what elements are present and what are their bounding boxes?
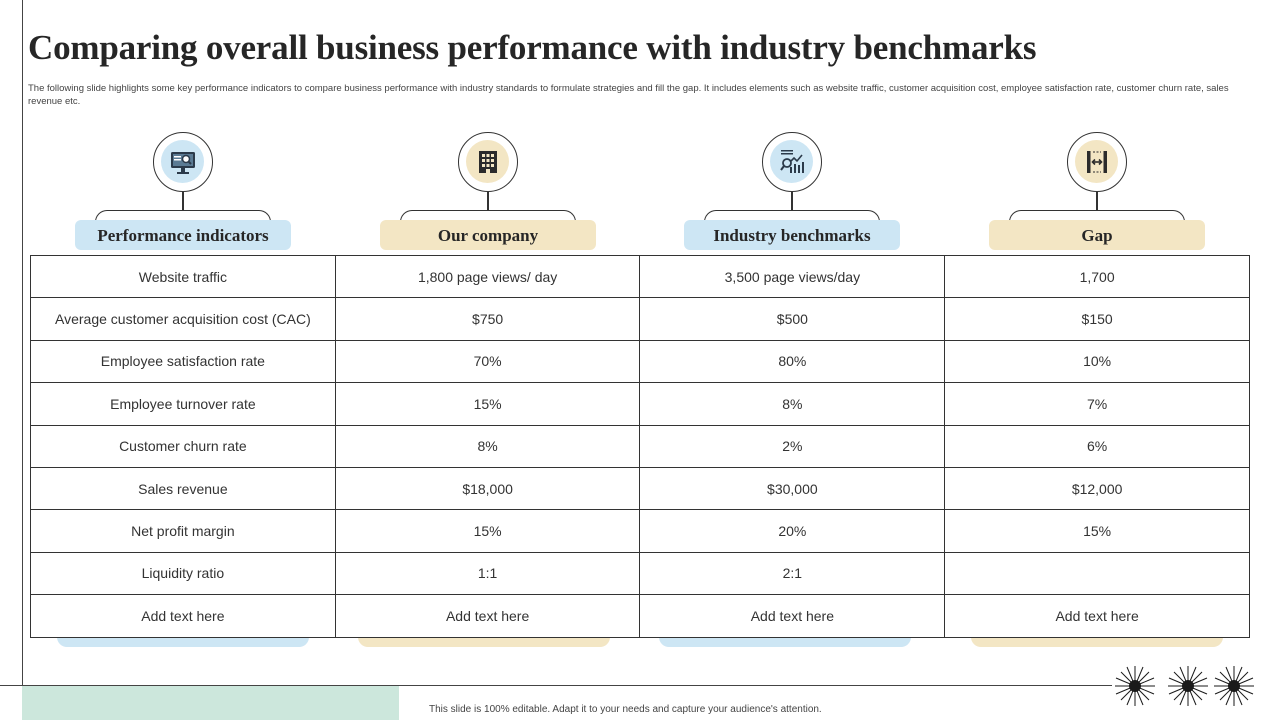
table-row: Customer churn rate 8% 2% 6% — [30, 424, 1250, 468]
column-header-industry-benchmarks: Industry benchmarks — [684, 130, 900, 252]
table-cell: 2% — [639, 424, 946, 468]
table-row: Add text here Add text here Add text her… — [30, 594, 1250, 638]
column-label: Our company — [380, 220, 596, 250]
table-cell-placeholder[interactable]: Add text here — [944, 594, 1250, 638]
table-row: Website traffic 1,800 page views/ day 3,… — [30, 254, 1250, 299]
footer-accent-block — [22, 686, 399, 720]
table-cell — [944, 551, 1250, 596]
footer-divider — [0, 685, 1112, 686]
column-label: Gap — [989, 220, 1205, 250]
table-cell: 7% — [944, 382, 1250, 426]
table-cell: $18,000 — [334, 466, 641, 511]
analytics-chart-icon — [770, 140, 813, 183]
table-cell: Sales revenue — [30, 466, 336, 511]
table-cell: Average customer acquisition cost (CAC) — [30, 297, 336, 341]
table-cell: 70% — [334, 339, 641, 384]
table-row: Employee turnover rate 15% 8% 7% — [30, 382, 1250, 426]
table-cell: $150 — [944, 297, 1250, 341]
table-row: Sales revenue $18,000 $30,000 $12,000 — [30, 466, 1250, 511]
icon-circle — [458, 132, 518, 192]
gap-arrows-icon — [1075, 140, 1118, 183]
connector-line — [1096, 192, 1098, 210]
table-cell: 1,800 page views/ day — [334, 254, 641, 299]
table-cell: 8% — [639, 382, 946, 426]
table-row: Employee satisfaction rate 70% 80% 10% — [30, 339, 1250, 384]
left-divider — [22, 0, 23, 720]
table-cell: Employee satisfaction rate — [30, 339, 336, 384]
icon-circle — [762, 132, 822, 192]
column-label: Industry benchmarks — [684, 220, 900, 250]
table-cell-placeholder[interactable]: Add text here — [639, 594, 946, 638]
table-cell: Website traffic — [30, 254, 336, 299]
benchmark-table: Website traffic 1,800 page views/ day 3,… — [30, 254, 1250, 638]
column-label: Performance indicators — [75, 220, 291, 250]
table-cell: $30,000 — [639, 466, 946, 511]
table-cell: 1:1 — [334, 551, 641, 596]
connector-line — [487, 192, 489, 210]
icon-circle — [1067, 132, 1127, 192]
table-cell: $500 — [639, 297, 946, 341]
table-cell: Customer churn rate — [30, 424, 336, 468]
column-header-gap: Gap — [989, 130, 1205, 252]
footer-note: This slide is 100% editable. Adapt it to… — [429, 704, 822, 715]
table-cell: Net profit margin — [30, 509, 336, 553]
starburst-icon — [1115, 666, 1155, 706]
table-cell: 80% — [639, 339, 946, 384]
column-header-performance-indicators: Performance indicators — [75, 130, 291, 252]
connector-line — [182, 192, 184, 210]
table-cell: 3,500 page views/day — [639, 254, 946, 299]
table-cell-placeholder[interactable]: Add text here — [30, 594, 336, 638]
table-cell: Employee turnover rate — [30, 382, 336, 426]
monitor-search-icon — [161, 140, 204, 183]
table-cell: 10% — [944, 339, 1250, 384]
icon-circle — [153, 132, 213, 192]
table-cell: 2:1 — [639, 551, 946, 596]
page-title: Comparing overall business performance w… — [28, 28, 1037, 67]
building-icon — [466, 140, 509, 183]
table-row: Net profit margin 15% 20% 15% — [30, 509, 1250, 553]
page-subtitle: The following slide highlights some key … — [28, 83, 1229, 107]
column-header-our-company: Our company — [380, 130, 596, 252]
table-cell-placeholder[interactable]: Add text here — [334, 594, 641, 638]
table-cell: 6% — [944, 424, 1250, 468]
starburst-icon — [1214, 666, 1254, 706]
table-cell: 8% — [334, 424, 641, 468]
table-row: Liquidity ratio 1:1 2:1 — [30, 551, 1250, 596]
table-cell: $12,000 — [944, 466, 1250, 511]
starburst-icon — [1168, 666, 1208, 706]
connector-line — [791, 192, 793, 210]
table-cell: $750 — [334, 297, 641, 341]
table-cell: 20% — [639, 509, 946, 553]
table-cell: 15% — [334, 509, 641, 553]
table-row: Average customer acquisition cost (CAC) … — [30, 297, 1250, 341]
table-cell: 1,700 — [944, 254, 1250, 299]
table-cell: Liquidity ratio — [30, 551, 336, 596]
table-cell: 15% — [944, 509, 1250, 553]
table-cell: 15% — [334, 382, 641, 426]
